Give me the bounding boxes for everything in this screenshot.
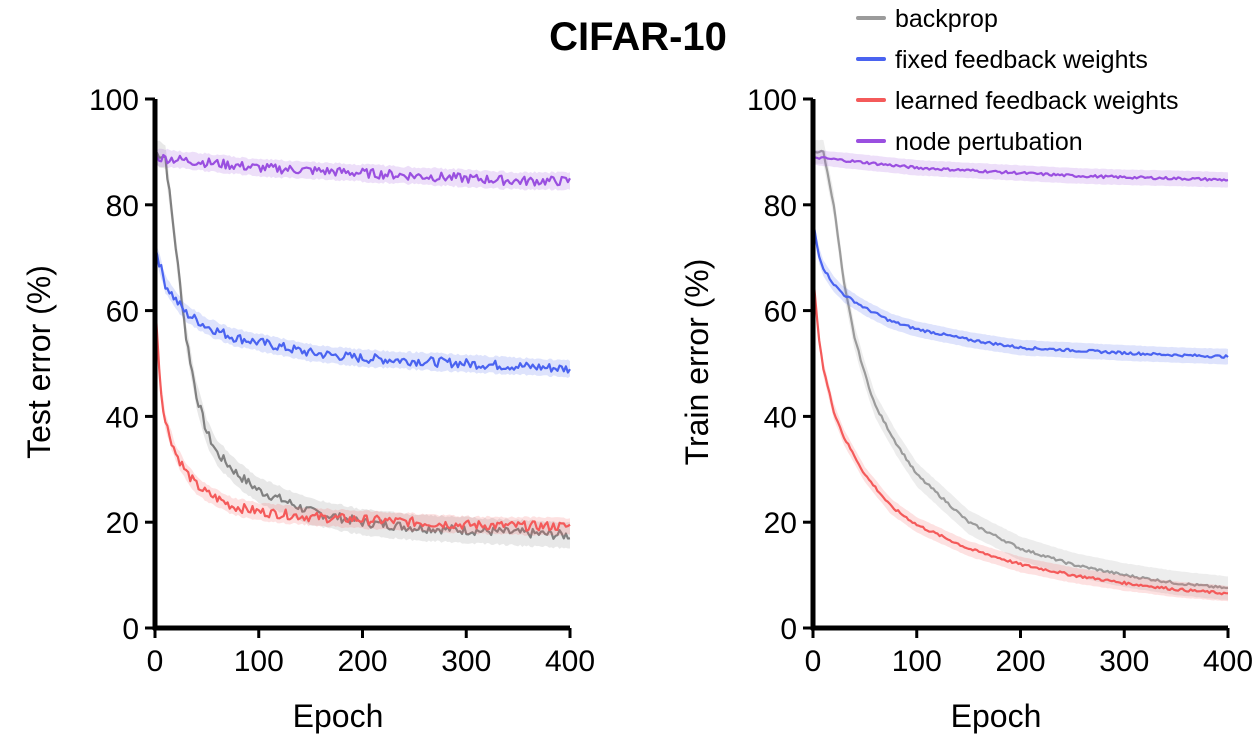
x-tick-label: 200 (995, 645, 1045, 678)
legend: backprop fixed feedback weights learned fe… (856, 5, 1179, 156)
legend-item: node pertubation (856, 128, 1083, 156)
series-band (155, 140, 570, 549)
series-band (813, 149, 1228, 188)
y-tick-label: 100 (89, 84, 139, 117)
series-line (153, 299, 571, 532)
series-band (813, 213, 1228, 365)
y-tick-label: 20 (764, 507, 797, 540)
chart-test-error: 0 20 40 60 80 100 0 100 200 300 400 Epoch Test err… (21, 84, 595, 734)
series-line (811, 220, 1229, 359)
chart-train-error: 0 20 40 60 80 100 0 100 200 300 400 Epoch Train er… (679, 84, 1253, 734)
y-tick-label: 60 (764, 296, 797, 329)
series-band (813, 266, 1228, 602)
x-tick-label: 200 (337, 645, 387, 678)
legend-label: fixed feedback weights (895, 46, 1148, 74)
legend-item: learned feedback weights (856, 87, 1179, 115)
x-tick-label: 0 (805, 645, 822, 678)
series-line (812, 156, 1229, 182)
x-axis-label: Epoch (951, 698, 1042, 734)
series-line (153, 246, 571, 374)
x-tick-label: 0 (147, 645, 164, 678)
legend-label: backprop (895, 5, 998, 33)
x-tick-label: 400 (1203, 645, 1253, 678)
x-tick-label: 300 (1099, 645, 1149, 678)
y-tick-label: 40 (106, 401, 139, 434)
series-line (154, 153, 571, 187)
y-tick-label: 80 (764, 190, 797, 223)
figure-title: CIFAR-10 (549, 15, 727, 59)
x-tick-label: 100 (892, 645, 942, 678)
series-band (155, 239, 570, 378)
series-line (154, 150, 571, 540)
legend-item: fixed feedback weights (856, 46, 1148, 74)
y-axis-label: Train error (%) (679, 259, 715, 466)
series-layer (153, 140, 571, 549)
series-line (811, 273, 1229, 596)
series-line (813, 149, 1229, 590)
legend-label: learned feedback weights (895, 87, 1179, 115)
series-layer (811, 139, 1229, 602)
y-tick-label: 0 (122, 613, 139, 646)
axes: 0 20 40 60 80 100 0 100 200 300 400 (89, 84, 595, 678)
x-tick-label: 100 (234, 645, 284, 678)
legend-label: node pertubation (895, 128, 1083, 156)
x-tick-label: 300 (441, 645, 491, 678)
y-tick-label: 60 (106, 296, 139, 329)
series-band (813, 139, 1228, 601)
y-tick-label: 20 (106, 507, 139, 540)
y-tick-label: 0 (780, 613, 797, 646)
x-axis-label: Epoch (293, 698, 384, 734)
legend-item: backprop (856, 5, 998, 33)
y-tick-label: 40 (764, 401, 797, 434)
y-tick-label: 80 (106, 190, 139, 223)
x-tick-label: 400 (545, 645, 595, 678)
y-tick-label: 100 (747, 84, 797, 117)
axes: 0 20 40 60 80 100 0 100 200 300 400 (747, 84, 1253, 678)
y-axis-label: Test error (%) (21, 265, 57, 459)
